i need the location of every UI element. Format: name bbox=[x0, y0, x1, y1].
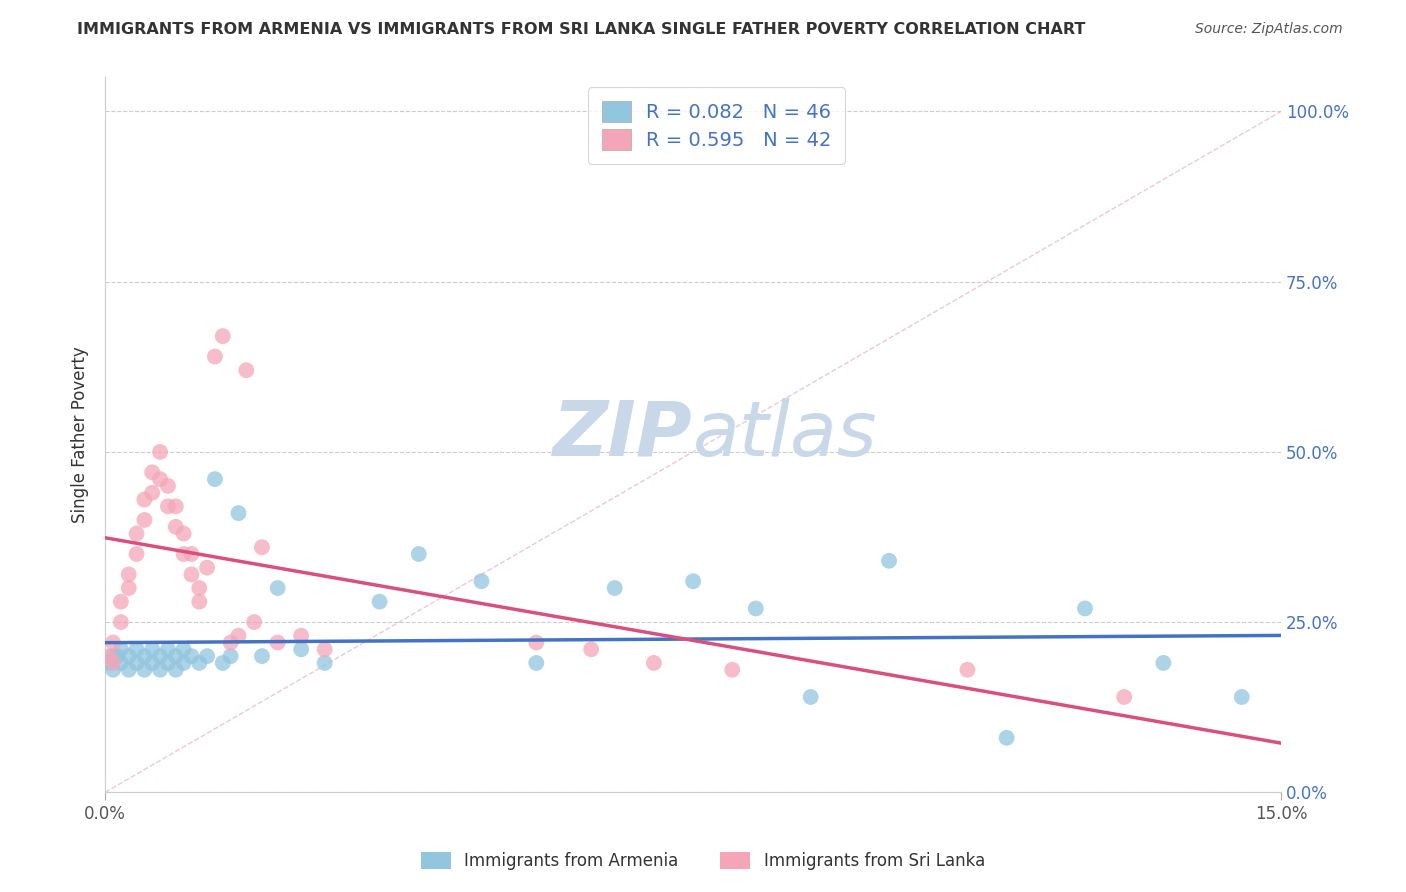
Point bbox=[125, 547, 148, 561]
Point bbox=[165, 649, 187, 664]
Point bbox=[211, 656, 233, 670]
Y-axis label: Single Father Poverty: Single Father Poverty bbox=[72, 346, 89, 524]
Point bbox=[524, 656, 547, 670]
Text: atlas: atlas bbox=[693, 398, 877, 472]
Point bbox=[125, 656, 148, 670]
Point bbox=[800, 690, 823, 704]
Point bbox=[101, 649, 124, 664]
Point bbox=[1230, 690, 1253, 704]
Point bbox=[188, 656, 211, 670]
Point bbox=[118, 567, 141, 582]
Point bbox=[250, 540, 273, 554]
Point bbox=[149, 472, 172, 486]
Point bbox=[243, 615, 266, 629]
Point bbox=[995, 731, 1018, 745]
Point bbox=[110, 642, 132, 657]
Point bbox=[165, 663, 187, 677]
Point bbox=[579, 642, 602, 657]
Point bbox=[149, 663, 172, 677]
Legend: R = 0.082   N = 46, R = 0.595   N = 42: R = 0.082 N = 46, R = 0.595 N = 42 bbox=[588, 87, 845, 163]
Point bbox=[141, 485, 163, 500]
Point bbox=[188, 581, 211, 595]
Point bbox=[156, 479, 179, 493]
Point bbox=[682, 574, 704, 589]
Point bbox=[290, 629, 312, 643]
Point bbox=[290, 642, 312, 657]
Point bbox=[98, 649, 121, 664]
Point bbox=[266, 581, 288, 595]
Point bbox=[134, 649, 156, 664]
Point bbox=[156, 642, 179, 657]
Point bbox=[149, 445, 172, 459]
Point bbox=[141, 465, 163, 479]
Point bbox=[195, 649, 218, 664]
Point bbox=[956, 663, 979, 677]
Point bbox=[745, 601, 768, 615]
Point bbox=[211, 329, 233, 343]
Point bbox=[314, 642, 336, 657]
Point bbox=[101, 663, 124, 677]
Point bbox=[643, 656, 665, 670]
Point bbox=[101, 656, 124, 670]
Point bbox=[156, 656, 179, 670]
Point bbox=[173, 526, 195, 541]
Point bbox=[98, 656, 121, 670]
Point bbox=[149, 649, 172, 664]
Point bbox=[219, 635, 242, 649]
Point bbox=[877, 554, 900, 568]
Point bbox=[125, 642, 148, 657]
Point bbox=[118, 663, 141, 677]
Point bbox=[118, 581, 141, 595]
Point bbox=[134, 513, 156, 527]
Point bbox=[141, 656, 163, 670]
Point bbox=[368, 595, 391, 609]
Point bbox=[141, 642, 163, 657]
Point bbox=[180, 547, 202, 561]
Point bbox=[314, 656, 336, 670]
Point bbox=[603, 581, 626, 595]
Point bbox=[180, 567, 202, 582]
Point bbox=[204, 350, 226, 364]
Point bbox=[165, 520, 187, 534]
Point bbox=[195, 560, 218, 574]
Point bbox=[408, 547, 430, 561]
Point bbox=[470, 574, 492, 589]
Text: Source: ZipAtlas.com: Source: ZipAtlas.com bbox=[1195, 22, 1343, 37]
Point bbox=[235, 363, 257, 377]
Point bbox=[134, 663, 156, 677]
Point bbox=[173, 547, 195, 561]
Point bbox=[134, 492, 156, 507]
Point bbox=[118, 649, 141, 664]
Text: IMMIGRANTS FROM ARMENIA VS IMMIGRANTS FROM SRI LANKA SINGLE FATHER POVERTY CORRE: IMMIGRANTS FROM ARMENIA VS IMMIGRANTS FR… bbox=[77, 22, 1085, 37]
Point bbox=[524, 635, 547, 649]
Point bbox=[1074, 601, 1097, 615]
Point bbox=[165, 500, 187, 514]
Point bbox=[180, 649, 202, 664]
Point bbox=[173, 642, 195, 657]
Point bbox=[219, 649, 242, 664]
Point bbox=[156, 500, 179, 514]
Point bbox=[101, 635, 124, 649]
Point bbox=[204, 472, 226, 486]
Point bbox=[266, 635, 288, 649]
Point bbox=[228, 506, 250, 520]
Point bbox=[721, 663, 744, 677]
Point bbox=[110, 615, 132, 629]
Point bbox=[173, 656, 195, 670]
Point bbox=[110, 656, 132, 670]
Point bbox=[1152, 656, 1174, 670]
Point bbox=[250, 649, 273, 664]
Point bbox=[110, 595, 132, 609]
Point bbox=[1114, 690, 1136, 704]
Point bbox=[228, 629, 250, 643]
Text: ZIP: ZIP bbox=[554, 398, 693, 472]
Point bbox=[188, 595, 211, 609]
Point bbox=[125, 526, 148, 541]
Legend: Immigrants from Armenia, Immigrants from Sri Lanka: Immigrants from Armenia, Immigrants from… bbox=[415, 845, 991, 877]
Point bbox=[105, 649, 128, 664]
